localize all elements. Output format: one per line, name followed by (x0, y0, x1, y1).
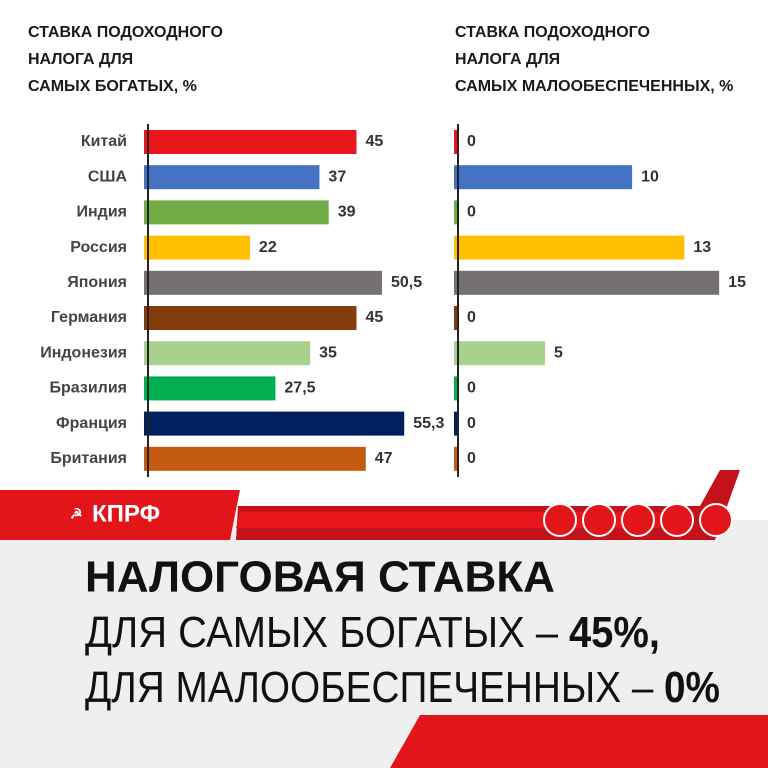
logo-banner (0, 490, 240, 540)
headline-line: НАЛОГОВАЯ СТАВКА (85, 553, 555, 602)
value-label: 37 (328, 168, 346, 185)
value-label: 39 (338, 204, 356, 221)
category-label: Германия (51, 309, 127, 326)
value-label: 5 (554, 344, 563, 361)
value-label: 22 (259, 239, 277, 256)
logo-text: КПРФ (92, 500, 160, 527)
stripe-inner (236, 512, 695, 528)
social-icons (543, 503, 733, 537)
bar (144, 411, 405, 436)
headline-part: ДЛЯ МАЛООБЕСПЕЧЕННЫХ – (85, 663, 654, 712)
icon-rutube[interactable] (699, 503, 733, 537)
bar (454, 165, 633, 190)
category-label: Россия (70, 239, 127, 256)
bar (454, 235, 685, 260)
icon-ok[interactable] (582, 503, 616, 537)
value-label: 45 (366, 133, 384, 150)
category-label: Бразилия (50, 380, 128, 397)
value-label: 35 (319, 344, 337, 361)
value-label: 0 (467, 380, 476, 397)
value-label: 0 (467, 309, 476, 326)
chart-title: СТАВКА ПОДОХОДНОГО (28, 24, 223, 41)
bar (454, 376, 458, 401)
chart-title: САМЫХ МАЛООБЕСПЕЧЕННЫХ, % (455, 78, 733, 95)
bar (454, 306, 458, 330)
logo-emblem: ☭ (70, 506, 83, 522)
bottom-shape (390, 715, 768, 768)
bar (144, 130, 357, 154)
category-label: США (88, 168, 128, 185)
value-label: 55,3 (413, 415, 444, 432)
bar (454, 200, 458, 225)
headline-line: ДЛЯ САМЫХ БОГАТЫХ –45%, (85, 608, 660, 657)
headline-line: ДЛЯ МАЛООБЕСПЕЧЕННЫХ –0% (85, 663, 720, 712)
value-label: 0 (467, 204, 476, 221)
category-label: Япония (67, 274, 127, 291)
category-label: Британия (50, 450, 127, 467)
headline-part: ДЛЯ САМЫХ БОГАТЫХ – (85, 608, 559, 657)
value-label: 27,5 (284, 380, 315, 397)
bar (144, 341, 311, 366)
bar (144, 270, 382, 295)
value-label: 50,5 (391, 274, 422, 291)
bar (144, 235, 250, 260)
value-label: 0 (467, 133, 476, 150)
bar (144, 446, 366, 471)
category-label: Франция (56, 415, 127, 432)
bar (454, 341, 546, 366)
bar (144, 165, 320, 190)
bar (144, 306, 357, 330)
bar (454, 446, 458, 471)
category-label: Индия (77, 204, 128, 221)
chart-title: СТАВКА ПОДОХОДНОГО (455, 24, 650, 41)
value-label: 47 (375, 450, 393, 467)
value-label: 10 (641, 168, 659, 185)
icon-star[interactable] (660, 503, 694, 537)
bar (144, 376, 276, 401)
value-label: 0 (467, 450, 476, 467)
chart-title: НАЛОГА ДЛЯ (455, 51, 560, 68)
bar (454, 270, 720, 295)
value-label: 13 (693, 239, 711, 256)
category-label: Индонезия (40, 344, 127, 361)
icon-vk[interactable] (543, 503, 577, 537)
chart-title: САМЫХ БОГАТЫХ, % (28, 78, 197, 95)
bar (454, 130, 458, 154)
category-label: Китай (81, 133, 127, 150)
headline-part: 45%, (569, 608, 660, 657)
bar (454, 411, 458, 436)
bar (144, 200, 329, 225)
icon-telegram[interactable] (621, 503, 655, 537)
value-label: 45 (366, 309, 384, 326)
chart-title: НАЛОГА ДЛЯ (28, 51, 133, 68)
headline-part: 0% (664, 663, 720, 712)
value-label: 15 (728, 274, 746, 291)
value-label: 0 (467, 415, 476, 432)
